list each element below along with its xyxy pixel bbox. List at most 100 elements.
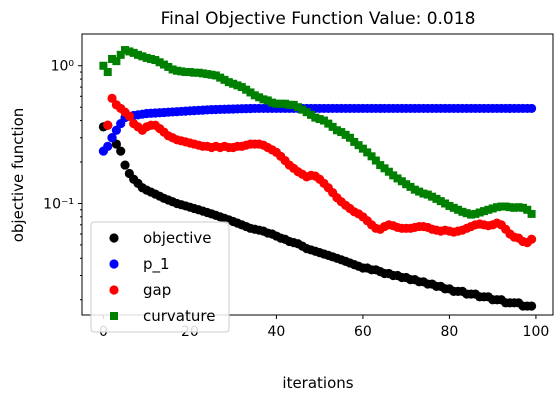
- data-point: [497, 202, 506, 211]
- data-point: [402, 180, 411, 189]
- x-tick-label: 60: [354, 324, 372, 340]
- data-point: [103, 141, 113, 151]
- data-point: [328, 122, 337, 131]
- data-point: [121, 46, 130, 55]
- data-point: [255, 93, 264, 102]
- x-tick-label: 80: [441, 324, 459, 340]
- data-point: [410, 185, 419, 194]
- data-point: [415, 187, 424, 196]
- data-point: [436, 197, 445, 206]
- y-tick-label: 10⁻¹: [43, 196, 74, 212]
- data-point: [492, 203, 501, 212]
- data-point: [501, 202, 510, 211]
- data-point: [129, 48, 138, 57]
- y-axis: 10⁻¹ 10⁰: [43, 59, 82, 301]
- data-point: [518, 203, 527, 212]
- x-axis-label: iterations: [282, 374, 353, 392]
- data-point: [371, 156, 380, 165]
- legend-marker: [109, 233, 119, 243]
- data-point: [526, 301, 537, 311]
- data-point: [432, 194, 441, 203]
- y-axis-label: objective function: [9, 108, 27, 243]
- legend-label: objective: [143, 229, 212, 247]
- data-point: [307, 110, 316, 119]
- data-point: [471, 209, 480, 218]
- legend-marker: [109, 285, 119, 295]
- data-point: [220, 75, 229, 84]
- data-point: [185, 68, 194, 77]
- data-point: [393, 174, 402, 183]
- data-point: [514, 203, 523, 212]
- data-point: [302, 108, 311, 117]
- data-point: [112, 57, 121, 66]
- data-point: [341, 130, 350, 139]
- data-point: [268, 98, 277, 107]
- data-point: [319, 116, 328, 125]
- data-point: [345, 133, 354, 142]
- data-point: [181, 68, 190, 77]
- data-point: [315, 115, 324, 124]
- data-point: [454, 205, 463, 214]
- data-point: [207, 70, 216, 79]
- data-point: [250, 91, 259, 100]
- legend-box: [90, 221, 230, 333]
- data-point: [172, 66, 181, 75]
- data-point: [103, 120, 113, 130]
- data-point: [216, 73, 225, 82]
- legend-label: curvature: [143, 307, 215, 325]
- data-point: [423, 190, 432, 199]
- data-point: [142, 53, 151, 62]
- data-point: [488, 204, 497, 213]
- data-point: [116, 146, 126, 156]
- legend-marker: [109, 259, 119, 269]
- x-tick-label: 100: [523, 324, 550, 340]
- series-gap: [103, 93, 537, 248]
- data-point: [462, 209, 471, 218]
- data-point: [363, 148, 372, 157]
- data-point: [526, 103, 537, 114]
- data-point: [107, 133, 117, 143]
- data-point: [237, 83, 246, 92]
- data-point: [281, 99, 290, 108]
- data-point: [397, 177, 406, 186]
- data-point: [505, 203, 514, 212]
- data-point: [294, 103, 303, 112]
- data-point: [484, 205, 493, 214]
- data-point: [246, 88, 255, 97]
- data-point: [389, 171, 398, 180]
- data-point: [380, 164, 389, 173]
- data-point: [298, 105, 307, 114]
- data-point: [159, 60, 168, 69]
- data-point: [289, 100, 298, 109]
- series-objective: [98, 120, 537, 311]
- series-curvature: [99, 46, 536, 219]
- data-point: [475, 208, 484, 217]
- data-point: [151, 56, 160, 65]
- data-point: [527, 209, 536, 218]
- data-point: [108, 54, 117, 63]
- data-point: [263, 96, 272, 105]
- data-point: [146, 54, 155, 63]
- legend-label: gap: [143, 281, 171, 299]
- chart-title: Final Objective Function Value: 0.018: [161, 9, 476, 29]
- data-point: [194, 68, 203, 77]
- data-point: [211, 71, 220, 80]
- data-point: [138, 52, 147, 61]
- data-point: [441, 199, 450, 208]
- data-point: [224, 78, 233, 87]
- data-point: [229, 79, 238, 88]
- data-point: [358, 144, 367, 153]
- data-point: [458, 207, 467, 216]
- data-point: [332, 126, 341, 135]
- data-point: [276, 99, 285, 108]
- data-point: [467, 210, 476, 219]
- plot-frame: [81, 33, 554, 316]
- data-point: [242, 85, 251, 94]
- data-point: [350, 137, 359, 146]
- data-point: [190, 68, 199, 77]
- plot-area: [98, 46, 537, 311]
- data-point: [111, 125, 121, 135]
